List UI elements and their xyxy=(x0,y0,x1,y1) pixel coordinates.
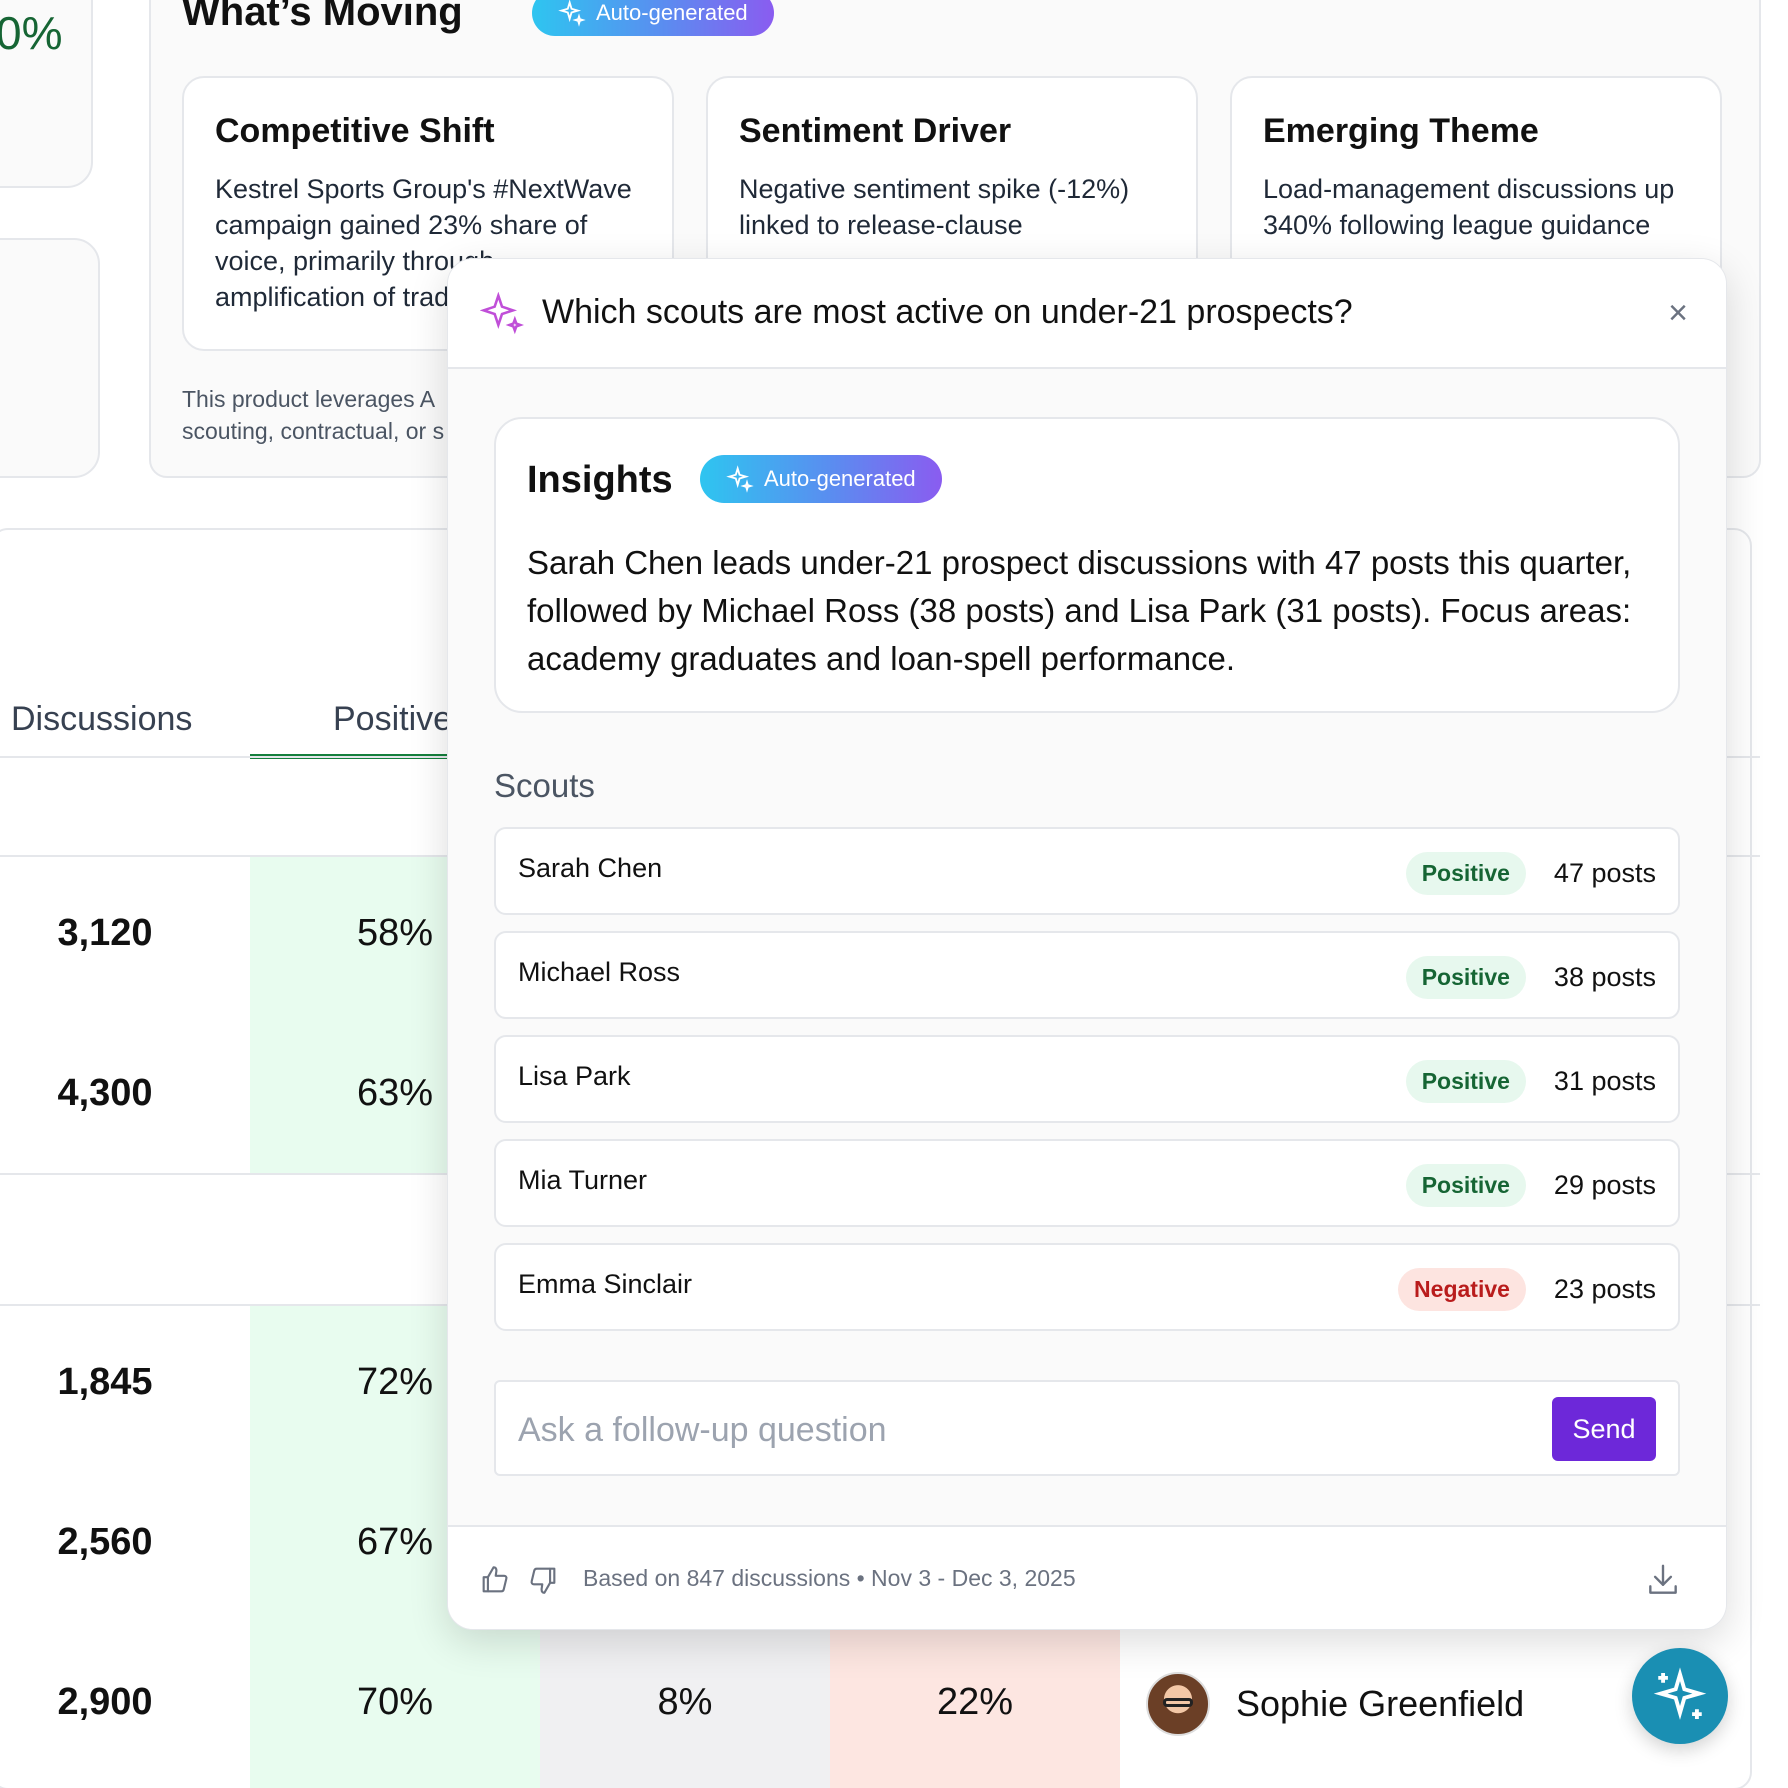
table-cell-discussions: 4,300 xyxy=(57,1072,153,1114)
ai-disclaimer: This product leverages A scouting, contr… xyxy=(182,383,452,447)
auto-generated-badge: Auto-generated xyxy=(532,0,774,36)
insight-card-competitive-shift[interactable]: Competitive Shift Kestrel Sports Group's… xyxy=(182,76,674,351)
neutral-column-band xyxy=(540,1610,830,1788)
thumbs-up-icon[interactable] xyxy=(478,1563,512,1597)
insight-card-title: Competitive Shift xyxy=(215,112,495,150)
sentiment-badge: Positive xyxy=(1405,1163,1526,1207)
ai-panel-header: Which scouts are most active on under-21… xyxy=(448,259,1726,369)
scout-name: Sarah Chen xyxy=(518,853,663,883)
scout-name: Lisa Park xyxy=(518,1061,631,1091)
insight-card-text: Kestrel Sports Group's #NextWave campaig… xyxy=(215,174,632,312)
table-cell-discussions: 2,900 xyxy=(57,1681,153,1723)
table-cell-discussions: 1,845 xyxy=(57,1361,153,1403)
scout-name: Mia Turner xyxy=(518,1165,648,1195)
insights-text: Sarah Chen leads under-21 prospect discu… xyxy=(527,544,1632,677)
table-cell-negative: 22% xyxy=(936,1681,1014,1723)
metric-card xyxy=(0,0,93,188)
disclaimer-line: scouting, contractual, or s xyxy=(182,418,445,444)
badge-label: Auto-generated xyxy=(596,0,748,25)
ai-assistant-button[interactable] xyxy=(1632,1648,1728,1744)
scout-name: Emma Sinclair xyxy=(518,1269,693,1299)
sentiment-badge: Positive xyxy=(1405,851,1526,895)
scouts-label: Scouts xyxy=(494,767,595,804)
post-count: 47 posts xyxy=(1553,857,1656,888)
scout-row[interactable]: Sarah Chen Positive 47 posts xyxy=(494,827,1680,915)
post-count: 23 posts xyxy=(1553,1273,1656,1304)
post-count: 31 posts xyxy=(1553,1065,1656,1096)
sparkle-icon xyxy=(480,292,524,335)
scout-row[interactable]: Emma Sinclair Negative 23 posts xyxy=(494,1243,1680,1331)
ai-question: Which scouts are most active on under-21… xyxy=(542,293,1353,331)
ai-answer-panel: Which scouts are most active on under-21… xyxy=(447,258,1727,1630)
table-cell-discussions: 2,560 xyxy=(57,1521,153,1563)
insight-card-title: Emerging Theme xyxy=(1263,112,1539,150)
post-count: 29 posts xyxy=(1553,1169,1656,1200)
disclaimer-line: This product leverages A xyxy=(182,386,436,412)
sentiment-badge: Negative xyxy=(1398,1267,1526,1311)
table-cell-positive: 67% xyxy=(356,1521,434,1563)
table-cell-positive: 70% xyxy=(356,1681,434,1723)
sentiment-badge: Positive xyxy=(1405,1059,1526,1103)
table-cell-positive: 58% xyxy=(356,912,434,954)
sparkle-icon xyxy=(558,0,586,27)
insights-card: Insights Auto-generated Sarah Chen leads… xyxy=(494,417,1680,713)
auto-generated-badge: Auto-generated xyxy=(700,455,942,503)
table-cell-positive: 72% xyxy=(356,1361,434,1403)
download-icon[interactable] xyxy=(1644,1561,1682,1599)
metric-card-secondary xyxy=(0,238,100,478)
sparkle-icon xyxy=(726,465,754,493)
column-header-discussions[interactable]: Discussions xyxy=(11,700,193,738)
metric-value: 0% xyxy=(0,7,63,59)
insights-title: Insights xyxy=(527,459,673,501)
scout-row[interactable]: Lisa Park Positive 31 posts xyxy=(494,1035,1680,1123)
table-cell-neutral: 8% xyxy=(657,1681,713,1723)
whats-moving-title: What’s Moving xyxy=(182,0,463,34)
ai-panel-footer: Based on 847 discussions • Nov 3 - Dec 3… xyxy=(448,1525,1726,1629)
table-cell-person[interactable]: Sophie Greenfield xyxy=(1146,1672,1524,1736)
followup-input[interactable] xyxy=(518,1402,1498,1458)
thumbs-down-icon[interactable] xyxy=(526,1563,560,1597)
sentiment-badge: Positive xyxy=(1405,955,1526,999)
send-button[interactable]: Send xyxy=(1552,1397,1656,1461)
badge-label: Auto-generated xyxy=(764,466,916,491)
scout-row[interactable]: Michael Ross Positive 38 posts xyxy=(494,931,1680,1019)
insight-card-text: Load-management discussions up 340% foll… xyxy=(1263,174,1675,240)
person-name: Sophie Greenfield xyxy=(1236,1683,1525,1724)
scout-name: Michael Ross xyxy=(518,957,681,987)
avatar xyxy=(1146,1672,1210,1736)
negative-column-band xyxy=(830,1610,1120,1788)
scout-row[interactable]: Mia Turner Positive 29 posts xyxy=(494,1139,1680,1227)
insight-card-title: Sentiment Driver xyxy=(739,112,1012,150)
insight-card-text: Negative sentiment spike (-12%) linked t… xyxy=(739,174,1130,240)
table-cell-positive: 63% xyxy=(356,1072,434,1114)
close-icon[interactable]: × xyxy=(1668,294,1688,332)
followup-bar: Send xyxy=(494,1380,1680,1476)
source-summary: Based on 847 discussions • Nov 3 - Dec 3… xyxy=(583,1565,1076,1591)
sparkle-icon xyxy=(1653,1667,1707,1720)
table-cell-discussions: 3,120 xyxy=(57,912,153,954)
post-count: 38 posts xyxy=(1553,961,1656,992)
column-header-positive[interactable]: Positive xyxy=(333,700,453,738)
